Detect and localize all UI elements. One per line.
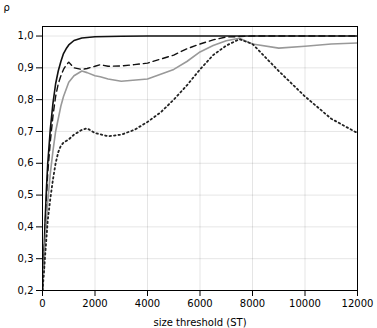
svg-text:0,8: 0,8 <box>18 94 34 105</box>
svg-text:1,0: 1,0 <box>18 30 34 41</box>
svg-text:10000: 10000 <box>289 298 321 309</box>
svg-text:2000: 2000 <box>82 298 107 309</box>
svg-text:size threshold (ST): size threshold (ST) <box>153 317 246 328</box>
svg-text:0,2: 0,2 <box>18 285 34 296</box>
svg-text:4000: 4000 <box>135 298 160 309</box>
svg-text:ρ: ρ <box>4 2 10 13</box>
svg-text:0,9: 0,9 <box>18 62 34 73</box>
svg-text:0,6: 0,6 <box>18 157 34 168</box>
svg-text:0: 0 <box>39 298 45 309</box>
svg-text:12000: 12000 <box>342 298 374 309</box>
svg-text:0,4: 0,4 <box>18 221 34 232</box>
svg-text:0,5: 0,5 <box>18 189 34 200</box>
svg-text:0,7: 0,7 <box>18 126 34 137</box>
svg-text:8000: 8000 <box>240 298 265 309</box>
svg-text:6000: 6000 <box>187 298 212 309</box>
svg-text:0,3: 0,3 <box>18 253 34 264</box>
